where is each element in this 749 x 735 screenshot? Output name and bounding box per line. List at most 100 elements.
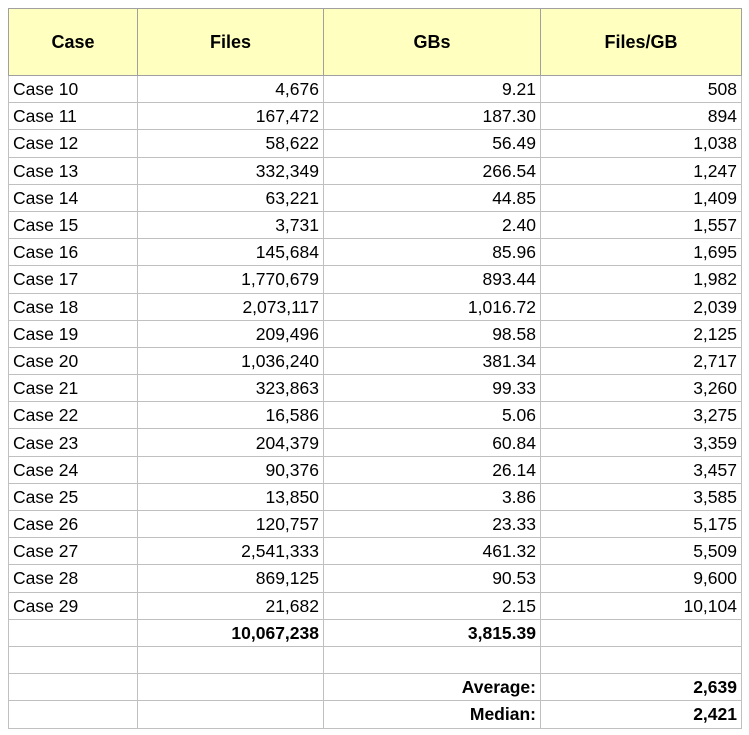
files-per-gb-cell: 1,695: [540, 238, 742, 267]
table-row: Case 26 120,757 23.33 5,175: [8, 509, 742, 539]
files-per-gb-cell: 2,039: [540, 292, 742, 321]
case-cell: Case 17: [8, 265, 138, 294]
files-cell: 3,731: [137, 210, 324, 240]
blank-cell: [540, 645, 742, 675]
table-row: Case 15 3,731 2.40 1,557: [8, 210, 742, 240]
gbs-cell: 85.96: [323, 238, 541, 267]
files-per-gb-cell: 3,260: [540, 374, 742, 403]
table-body: Case 10 4,676 9.21 508 Case 11 167,472 187.30 8…: [8, 74, 742, 620]
blank-cell: [137, 700, 324, 729]
table-row: Case 10 4,676 9.21 508: [8, 74, 742, 104]
blank-row: [8, 645, 742, 675]
header-row: Case Files GBs Files/GB: [8, 8, 742, 76]
total-files: 10,067,238: [137, 618, 324, 647]
gbs-cell: 1,016.72: [323, 292, 541, 321]
gbs-cell: 187.30: [323, 102, 541, 131]
gbs-cell: 44.85: [323, 183, 541, 212]
files-cell: 323,863: [137, 374, 324, 403]
median-row: Median: 2,421: [8, 700, 742, 729]
blank-cell: [323, 645, 541, 675]
case-cell: Case 19: [8, 319, 138, 348]
files-cell: 2,541,333: [137, 537, 324, 566]
case-cell: Case 14: [8, 183, 138, 212]
case-cell: Case 26: [8, 509, 138, 539]
gbs-cell: 381.34: [323, 346, 541, 376]
files-per-gb-cell: 5,175: [540, 509, 742, 539]
files-cell: 4,676: [137, 74, 324, 104]
gbs-cell: 98.58: [323, 319, 541, 348]
table-row: Case 11 167,472 187.30 894: [8, 102, 742, 131]
files-cell: 16,586: [137, 401, 324, 430]
table-row: Case 16 145,684 85.96 1,695: [8, 238, 742, 267]
average-label: Average:: [323, 673, 541, 702]
files-per-gb-cell: 2,125: [540, 319, 742, 348]
header-files: Files: [137, 8, 324, 76]
table-row: Case 25 13,850 3.86 3,585: [8, 482, 742, 512]
blank-cell: [137, 645, 324, 675]
blank-cell: [137, 673, 324, 702]
case-cell: Case 25: [8, 482, 138, 512]
blank-cell: [8, 700, 138, 729]
case-cell: Case 23: [8, 428, 138, 457]
table-row: Case 19 209,496 98.58 2,125: [8, 319, 742, 348]
files-cell: 90,376: [137, 455, 324, 484]
header-files-per-gb: Files/GB: [540, 8, 742, 76]
table-row: Case 20 1,036,240 381.34 2,717: [8, 346, 742, 376]
gbs-cell: 3.86: [323, 482, 541, 512]
gbs-cell: 23.33: [323, 509, 541, 539]
files-cell: 21,682: [137, 591, 324, 620]
table-row: Case 23 204,379 60.84 3,359: [8, 428, 742, 457]
table-row: Case 14 63,221 44.85 1,409: [8, 183, 742, 212]
table-row: Case 27 2,541,333 461.32 5,509: [8, 537, 742, 566]
header-case: Case: [8, 8, 138, 76]
files-per-gb-cell: 5,509: [540, 537, 742, 566]
median-value: 2,421: [540, 700, 742, 729]
blank-cell: [8, 645, 138, 675]
case-cell: Case 22: [8, 401, 138, 430]
files-per-gb-cell: 1,982: [540, 265, 742, 294]
files-cell: 120,757: [137, 509, 324, 539]
files-cell: 167,472: [137, 102, 324, 131]
files-cell: 869,125: [137, 564, 324, 593]
case-statistics-table: Case Files GBs Files/GB Case 10 4,676 9.21…: [8, 8, 742, 729]
gbs-cell: 893.44: [323, 265, 541, 294]
table-row: Case 18 2,073,117 1,016.72 2,039: [8, 292, 742, 321]
total-gbs: 3,815.39: [323, 618, 541, 647]
case-cell: Case 21: [8, 374, 138, 403]
median-label: Median:: [323, 700, 541, 729]
case-cell: Case 29: [8, 591, 138, 620]
case-cell: Case 11: [8, 102, 138, 131]
case-cell: Case 12: [8, 129, 138, 158]
files-cell: 13,850: [137, 482, 324, 512]
gbs-cell: 9.21: [323, 74, 541, 104]
gbs-cell: 26.14: [323, 455, 541, 484]
gbs-cell: 60.84: [323, 428, 541, 457]
files-cell: 209,496: [137, 319, 324, 348]
table-row: Case 24 90,376 26.14 3,457: [8, 455, 742, 484]
average-value: 2,639: [540, 673, 742, 702]
files-per-gb-cell: 508: [540, 74, 742, 104]
files-cell: 2,073,117: [137, 292, 324, 321]
table-row: Case 17 1,770,679 893.44 1,982: [8, 265, 742, 294]
files-per-gb-cell: 1,247: [540, 156, 742, 185]
table-row: Case 28 869,125 90.53 9,600: [8, 564, 742, 593]
gbs-cell: 2.15: [323, 591, 541, 620]
files-per-gb-cell: 894: [540, 102, 742, 131]
files-per-gb-cell: 3,359: [540, 428, 742, 457]
files-cell: 332,349: [137, 156, 324, 185]
header-gbs: GBs: [323, 8, 541, 76]
case-cell: Case 13: [8, 156, 138, 185]
table-row: Case 29 21,682 2.15 10,104: [8, 591, 742, 620]
files-cell: 204,379: [137, 428, 324, 457]
case-cell: Case 28: [8, 564, 138, 593]
files-per-gb-cell: 1,038: [540, 129, 742, 158]
totals-files-per-gb-cell: [540, 618, 742, 647]
case-cell: Case 20: [8, 346, 138, 376]
files-cell: 63,221: [137, 183, 324, 212]
gbs-cell: 461.32: [323, 537, 541, 566]
files-per-gb-cell: 3,275: [540, 401, 742, 430]
gbs-cell: 90.53: [323, 564, 541, 593]
files-cell: 145,684: [137, 238, 324, 267]
gbs-cell: 2.40: [323, 210, 541, 240]
gbs-cell: 99.33: [323, 374, 541, 403]
